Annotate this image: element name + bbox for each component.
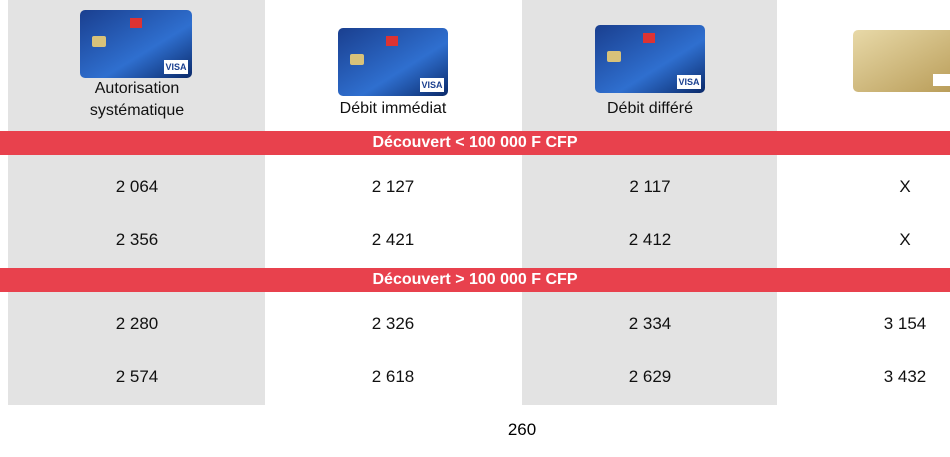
section-title: Découvert > 100 000 F CFP <box>0 268 950 292</box>
card-image <box>853 30 950 92</box>
price-cell: 2 421 <box>293 230 493 250</box>
column-header: Autorisation systématique <box>62 78 212 122</box>
price-cell: 2 356 <box>37 230 237 250</box>
price-cell: 2 574 <box>37 367 237 387</box>
price-cell: X <box>805 177 950 197</box>
svg-text:VISA: VISA <box>165 62 187 72</box>
price-cell: 2 326 <box>293 314 493 334</box>
column-header: Débit différé <box>565 98 735 120</box>
section-title: Découvert < 100 000 F CFP <box>0 131 950 155</box>
price-cell: 2 280 <box>37 314 237 334</box>
price-cell: 3 432 <box>805 367 950 387</box>
footer: 260 <box>472 420 572 440</box>
price-cell: 2 412 <box>550 230 750 250</box>
svg-text:VISA: VISA <box>421 80 443 90</box>
price-cell: X <box>805 230 950 250</box>
price-cell: 2 117 <box>550 177 750 197</box>
price-cell: 2 127 <box>293 177 493 197</box>
card-image: VISA <box>595 25 705 93</box>
price-cell: 2 064 <box>37 177 237 197</box>
card-image: VISA <box>338 28 448 96</box>
price-cell: 2 618 <box>293 367 493 387</box>
price-cell: 3 154 <box>805 314 950 334</box>
column-header: Débit immédiat <box>308 98 478 120</box>
svg-text:VISA: VISA <box>678 77 700 87</box>
price-cell: 2 629 <box>550 367 750 387</box>
page: VISA VISA VISA 260 Autorisation systémat… <box>0 0 950 457</box>
price-cell: 2 334 <box>550 314 750 334</box>
card-image: VISA <box>80 10 192 78</box>
